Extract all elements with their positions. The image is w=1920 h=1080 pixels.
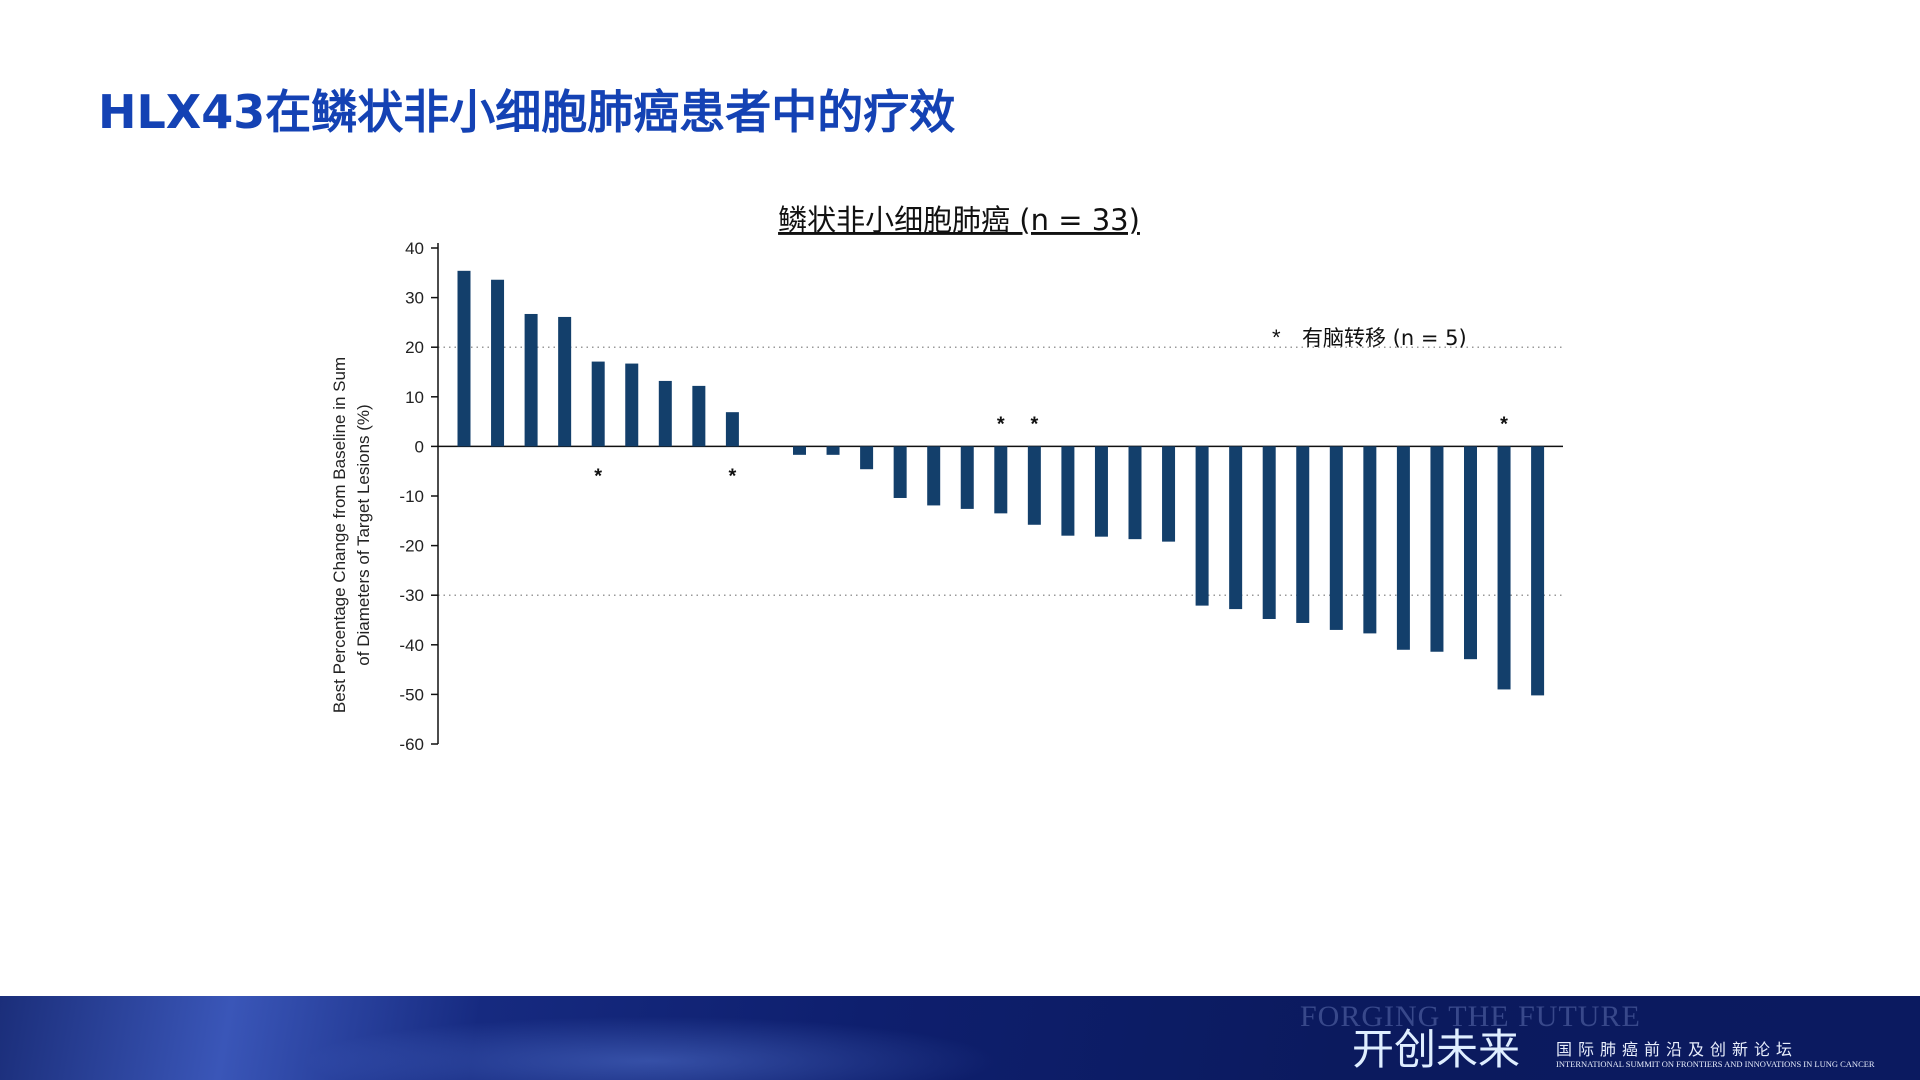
bar <box>1195 446 1209 606</box>
bar <box>994 446 1008 514</box>
bar <box>1027 446 1041 525</box>
bar <box>558 316 572 447</box>
bar <box>1531 446 1545 696</box>
legend-symbol: * <box>1272 325 1281 350</box>
bar <box>860 446 874 470</box>
bar <box>1396 446 1410 650</box>
bar <box>893 446 907 498</box>
y-tick-label: 20 <box>405 338 424 357</box>
bar <box>1262 446 1276 620</box>
bar <box>826 446 840 455</box>
brain-metastasis-marker: * <box>729 465 737 487</box>
y-tick-label: -40 <box>399 636 424 655</box>
bar <box>793 446 806 455</box>
y-tick-label: -10 <box>399 487 424 506</box>
footer-banner: FORGING THE FUTURE 开创未来 国际肺癌前沿及创新论坛 INTE… <box>0 996 1920 1080</box>
legend: * 有脑转移 (n = 5) <box>1272 325 1467 350</box>
y-tick-label: 40 <box>405 239 424 258</box>
brain-metastasis-marker: * <box>997 413 1005 435</box>
waterfall-chart: 鳞状非小细胞肺癌 (n = 33) Best Percentage Change… <box>330 203 1563 754</box>
bar <box>591 361 605 447</box>
bar <box>457 270 471 447</box>
y-tick-label: 0 <box>415 437 424 456</box>
brain-metastasis-marker: * <box>1500 413 1508 435</box>
bar <box>960 446 974 509</box>
y-axis-label-line1: Best Percentage Change from Baseline in … <box>330 357 349 713</box>
footer-title: 开创未来 <box>1352 1025 1521 1074</box>
bar <box>1329 446 1343 630</box>
bar <box>1296 446 1310 623</box>
slide-heading: HLX43在鳞状非小细胞肺癌患者中的疗效 <box>98 85 956 139</box>
bar <box>1094 446 1108 537</box>
bar <box>1061 446 1075 536</box>
legend-label: 有脑转移 (n = 5) <box>1302 326 1467 350</box>
bar <box>927 446 941 506</box>
bar <box>1497 446 1511 690</box>
chart-title: 鳞状非小细胞肺癌 (n = 33) <box>778 203 1140 237</box>
y-tick-label: -60 <box>399 735 424 754</box>
bar <box>1464 446 1477 660</box>
brain-metastasis-marker: * <box>594 465 602 487</box>
bar <box>491 279 505 447</box>
footer-subtitle-cn: 国际肺癌前沿及创新论坛 <box>1556 1042 1799 1059</box>
y-tick-label: -30 <box>399 586 424 605</box>
y-axis-label-line2: of Diameters of Target Lesions (%) <box>354 404 373 665</box>
bar <box>1128 446 1142 540</box>
bar <box>1162 446 1176 542</box>
bar <box>1430 446 1444 652</box>
bar <box>1363 446 1377 634</box>
y-tick-label: 30 <box>405 289 424 308</box>
bar <box>1229 446 1243 610</box>
bar <box>524 313 538 447</box>
brain-metastasis-marker: * <box>1030 413 1038 435</box>
y-tick-label: -20 <box>399 537 424 556</box>
bar <box>658 380 672 447</box>
bar <box>692 385 706 447</box>
footer-watermark: FORGING THE FUTURE <box>1300 1000 1641 1033</box>
footer-subtitle-en: INTERNATIONAL SUMMIT ON FRONTIERS AND IN… <box>1556 1059 1875 1069</box>
y-tick-label: -50 <box>399 685 424 704</box>
bar <box>625 363 639 447</box>
y-tick-label: 10 <box>405 388 424 407</box>
bar <box>725 412 739 447</box>
